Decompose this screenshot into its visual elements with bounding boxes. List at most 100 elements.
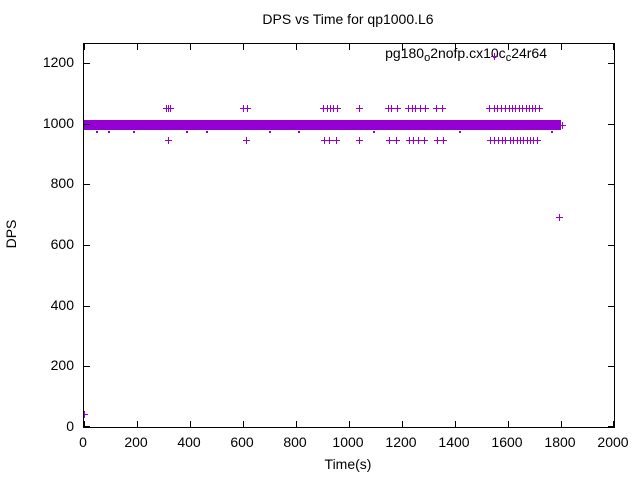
data-point-marker: [439, 136, 447, 144]
x-tick-label: 400: [177, 434, 201, 450]
data-point-dot: [186, 131, 189, 134]
x-tick-bottom: [349, 421, 350, 427]
data-point-marker: [491, 136, 499, 144]
data-point-marker: [432, 105, 440, 113]
x-tick-label: 1400: [438, 434, 470, 450]
data-point-dot: [373, 131, 376, 134]
data-point-marker: [535, 105, 543, 113]
legend-label: pg180o2nofp.cx10cc24r64: [385, 45, 547, 64]
y-tick-label: 200: [50, 357, 74, 373]
y-tick-label: 800: [50, 175, 74, 191]
data-point-marker: [534, 136, 542, 144]
data-point-marker: [239, 105, 247, 113]
data-band: [84, 120, 561, 130]
data-point-marker: [356, 136, 364, 144]
data-point-dot: [133, 131, 136, 134]
x-tick-bottom: [402, 421, 403, 427]
x-tick-top: [190, 44, 191, 50]
legend-label-subscript: o: [424, 52, 431, 64]
data-point-marker: [558, 121, 566, 129]
data-point-marker: [530, 136, 538, 144]
data-point-marker: [384, 105, 392, 113]
x-tick-top: [508, 44, 509, 50]
legend-label-text: pg180: [385, 45, 425, 61]
data-point-dot: [550, 131, 553, 134]
data-point-dot: [206, 131, 209, 134]
data-point-marker: [498, 136, 506, 144]
y-tick-label: 0: [66, 418, 74, 434]
y-tick-left: [84, 124, 90, 125]
y-tick-right: [608, 426, 614, 427]
data-point-marker: [388, 105, 396, 113]
x-tick-bottom: [613, 421, 614, 427]
x-tick-bottom: [137, 421, 138, 427]
x-tick-bottom: [296, 421, 297, 427]
data-point-marker: [330, 105, 338, 113]
data-point-dot: [96, 131, 99, 134]
data-point-marker: [411, 105, 419, 113]
y-tick-left: [84, 426, 90, 427]
data-point-marker: [164, 136, 172, 144]
data-point-marker: [502, 136, 510, 144]
x-tick-label: 800: [283, 434, 307, 450]
data-point-dot: [268, 131, 271, 134]
data-point-marker: [242, 136, 250, 144]
x-tick-top: [561, 44, 562, 50]
data-point-marker: [414, 136, 422, 144]
plot-area: [83, 43, 615, 428]
data-point-marker: [356, 105, 364, 113]
y-tick-label: 1200: [42, 54, 74, 70]
data-point-marker: [244, 105, 251, 113]
x-tick-top: [455, 44, 456, 50]
data-point-marker: [486, 105, 494, 113]
y-tick-right: [608, 245, 614, 246]
data-point-marker: [433, 136, 441, 144]
x-tick-bottom: [508, 421, 509, 427]
x-tick-top: [296, 44, 297, 50]
y-tick-left: [84, 245, 90, 246]
x-tick-bottom: [561, 421, 562, 427]
data-point-marker: [490, 105, 498, 113]
data-point-marker: [326, 136, 334, 144]
y-tick-left: [84, 184, 90, 185]
y-tick-label: 1000: [42, 115, 74, 131]
x-tick-label: 1600: [491, 434, 523, 450]
data-point-marker: [497, 105, 505, 113]
data-point-marker: [422, 105, 430, 113]
chart-title: DPS vs Time for qp1000.L6: [262, 11, 434, 27]
data-point-marker: [506, 136, 514, 144]
x-tick-bottom: [455, 421, 456, 427]
y-tick-right: [608, 124, 614, 125]
x-tick-top: [349, 44, 350, 50]
x-tick-top: [84, 44, 85, 50]
x-tick-bottom: [84, 421, 85, 427]
data-point-marker: [405, 136, 413, 144]
data-point-marker: [166, 105, 174, 113]
x-tick-top: [402, 44, 403, 50]
data-point-marker: [332, 136, 340, 144]
y-tick-right: [608, 184, 614, 185]
data-point-marker: [556, 214, 564, 222]
x-tick-label: 1200: [385, 434, 417, 450]
x-tick-label: 1000: [332, 434, 364, 450]
y-tick-left: [84, 366, 90, 367]
data-point-marker: [385, 136, 393, 144]
data-point-marker: [84, 411, 88, 419]
data-point-marker: [393, 105, 401, 113]
y-tick-right: [608, 366, 614, 367]
legend-label-subscript: c: [505, 52, 512, 64]
data-point-dot: [108, 131, 111, 134]
data-point-marker: [392, 136, 400, 144]
data-point-marker: [410, 136, 418, 144]
data-point-dot: [459, 131, 462, 134]
y-tick-left: [84, 63, 90, 64]
y-axis-label: DPS: [3, 219, 19, 249]
data-point-marker: [421, 136, 429, 144]
y-tick-label: 400: [50, 297, 74, 313]
data-point-marker: [416, 105, 424, 113]
y-tick-label: 600: [50, 236, 74, 252]
y-tick-right: [608, 63, 614, 64]
data-point-marker: [438, 105, 446, 113]
y-tick-right: [608, 306, 614, 307]
x-tick-label: 1800: [544, 434, 576, 450]
